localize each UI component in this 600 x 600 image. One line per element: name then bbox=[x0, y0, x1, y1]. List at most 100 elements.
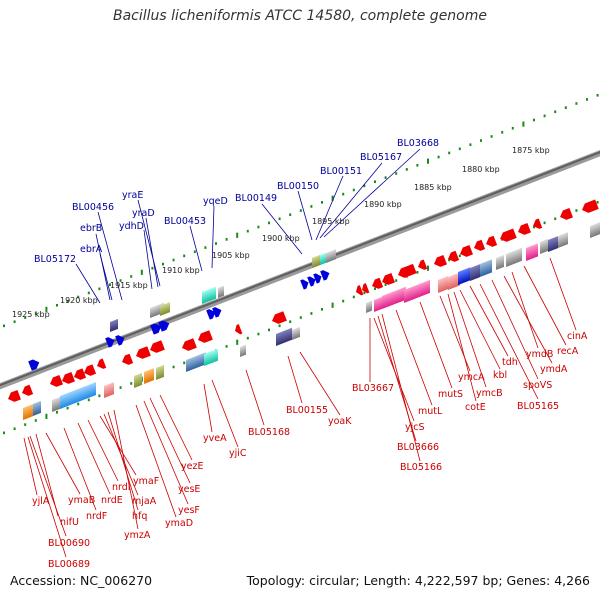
feature-block bbox=[366, 300, 372, 314]
scale-tick-lower bbox=[24, 423, 27, 426]
scale-tick-lower bbox=[225, 345, 228, 348]
reverse-gene-arrow bbox=[356, 285, 364, 296]
top-gene-label: ebrA bbox=[80, 244, 103, 255]
scale-tick-upper bbox=[374, 180, 376, 184]
scale-tick-upper bbox=[162, 262, 164, 266]
leader-line bbox=[137, 199, 161, 287]
bottom-gene-label: BL00690 bbox=[48, 538, 90, 549]
scale-label: 1890 kbp bbox=[364, 200, 402, 209]
scale-tick-upper bbox=[363, 184, 366, 188]
bottom-gene-label: kbl bbox=[493, 370, 507, 381]
feature-block bbox=[496, 254, 504, 271]
scale-label: 1910 kbp bbox=[162, 266, 200, 275]
leader-line bbox=[261, 203, 303, 255]
forward-gene-arrow bbox=[115, 335, 125, 346]
leader-line bbox=[523, 265, 567, 346]
bottom-gene-label: yjiC bbox=[229, 448, 247, 459]
feature-block bbox=[558, 232, 568, 249]
bottom-gene-label: yezE bbox=[181, 461, 203, 472]
scale-tick-lower bbox=[268, 328, 270, 332]
forward-gene-arrow bbox=[158, 320, 170, 332]
feature-block bbox=[110, 318, 118, 332]
scale-tick-upper bbox=[98, 287, 101, 291]
scale-tick-upper bbox=[522, 121, 525, 127]
feature-block bbox=[506, 247, 522, 267]
scale-tick-upper bbox=[331, 195, 334, 201]
reverse-gene-arrow bbox=[382, 272, 395, 285]
scale-tick-upper bbox=[427, 158, 429, 164]
top-gene-label: yraD bbox=[132, 208, 155, 219]
scale-tick-upper bbox=[56, 303, 58, 307]
scale-tick-upper bbox=[299, 209, 302, 212]
scale-tick-upper bbox=[183, 254, 186, 258]
bottom-gene-label: nifU bbox=[60, 517, 79, 528]
leader-line bbox=[35, 433, 59, 517]
scale-tick-upper bbox=[554, 110, 557, 114]
scale-tick-upper bbox=[543, 114, 546, 118]
leader-line bbox=[459, 289, 501, 370]
feature-block bbox=[458, 267, 470, 285]
bottom-gene-label: yveA bbox=[203, 433, 227, 444]
scale-tick-upper bbox=[278, 217, 281, 221]
scale-tick-lower bbox=[130, 382, 133, 385]
leader-line bbox=[87, 419, 119, 482]
forward-gene-arrow bbox=[300, 279, 309, 290]
scale-label: 1915 kbp bbox=[110, 281, 148, 290]
bottom-gene-label: spoVS bbox=[523, 380, 552, 391]
feature-block bbox=[52, 396, 62, 412]
scale-label: 1905 kbp bbox=[212, 251, 250, 260]
scale-tick-upper bbox=[310, 205, 313, 208]
leader-line bbox=[315, 175, 344, 241]
scale-tick-upper bbox=[416, 163, 419, 167]
scale-tick-upper bbox=[130, 275, 133, 278]
scale-tick-lower bbox=[575, 209, 578, 212]
bottom-gene-label: BL03667 bbox=[352, 383, 394, 394]
reverse-gene-arrow bbox=[62, 371, 75, 384]
bottom-gene-label: hfq bbox=[132, 511, 147, 522]
feature-block bbox=[382, 286, 406, 309]
scale-tick-lower bbox=[98, 394, 101, 398]
scale-tick-upper bbox=[87, 291, 90, 295]
leader-line bbox=[27, 436, 67, 558]
leader-line bbox=[469, 285, 509, 357]
scale-tick-lower bbox=[310, 312, 313, 315]
leader-line bbox=[549, 257, 577, 331]
leader-line bbox=[135, 404, 177, 518]
feature-blocks bbox=[23, 221, 600, 420]
accession-label: Accession: NC_006270 bbox=[10, 573, 153, 588]
leader-line bbox=[29, 435, 67, 537]
scale-label: 1900 kbp bbox=[262, 234, 300, 243]
scale-tick-lower bbox=[87, 398, 90, 402]
leader-line bbox=[395, 309, 433, 406]
feature-block bbox=[404, 279, 430, 303]
scale-tick-upper bbox=[533, 118, 535, 122]
reverse-gene-arrow bbox=[448, 250, 460, 262]
forward-gene-arrow bbox=[28, 359, 40, 371]
scale-tick-lower bbox=[395, 279, 398, 282]
scale-tick-upper bbox=[204, 246, 207, 249]
bottom-gene-label: nrdI bbox=[112, 482, 131, 493]
scale-tick-upper bbox=[501, 131, 504, 134]
scale-tick-lower bbox=[13, 427, 16, 431]
feature-block bbox=[540, 238, 548, 254]
bottom-gene-label: BL00155 bbox=[286, 405, 328, 416]
scale-tick-lower bbox=[34, 419, 37, 422]
bottom-gene-label: cotE bbox=[465, 402, 486, 413]
reverse-gene-arrow bbox=[272, 311, 287, 324]
scale-tick-upper bbox=[564, 106, 567, 109]
map-labels: 1925 kbp 1920 kbp 1915 kbp 1910 kbp 1905 kbp… bbox=[12, 138, 588, 570]
leader-line bbox=[211, 205, 215, 269]
leader-line bbox=[23, 437, 38, 496]
leader-line bbox=[297, 190, 313, 241]
feature-block bbox=[448, 272, 460, 290]
bottom-gene-label: mutL bbox=[418, 406, 443, 417]
bottom-gene-label: ymaB bbox=[68, 495, 95, 506]
feature-block bbox=[160, 302, 170, 317]
scale-tick-upper bbox=[45, 306, 48, 312]
scale-tick-lower bbox=[257, 332, 260, 336]
reverse-gene-arrow bbox=[460, 244, 473, 257]
scale-tick-lower bbox=[458, 254, 461, 258]
backbone-core bbox=[0, 151, 600, 387]
reverse-gene-arrow bbox=[362, 283, 370, 294]
